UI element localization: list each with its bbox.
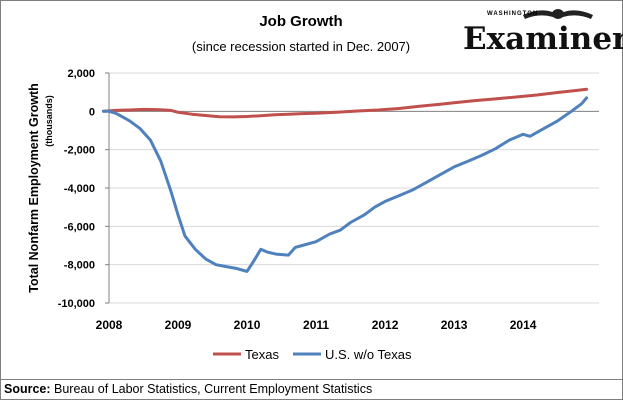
x-tick-label: 2012 [372, 318, 399, 332]
series-line-texas [102, 87, 589, 119]
chart-title: Job Growth [259, 13, 343, 30]
x-tick-label: 2013 [441, 318, 468, 332]
legend-label: U.S. w/o Texas [325, 347, 412, 362]
series-line-us-without-texas [102, 96, 589, 273]
source-bar: Source: Bureau of Labor Statistics, Curr… [1, 379, 622, 400]
eagle-icon [523, 9, 593, 19]
examiner-logo: WASHINGTON Examiner [463, 7, 623, 61]
source-text: Bureau of Labor Statistics, Current Empl… [50, 382, 373, 396]
y-axis-label: Total Nonfarm Employment Growth [27, 83, 41, 293]
legend: Texas U.S. w/o Texas [213, 347, 412, 362]
y-tick-label: -2,000 [64, 145, 95, 157]
y-tick-label: -10,000 [58, 298, 95, 310]
y-axis-sublabel: (thousands) [44, 95, 54, 147]
grid-layer [109, 72, 599, 304]
y-tick-label: -6,000 [64, 221, 95, 233]
x-tick-label: 2011 [303, 318, 329, 332]
y-tick-label: 2,000 [67, 68, 95, 80]
line-chart: 2,0000-2,000-4,000-6,000-8,000-10,000200… [27, 68, 599, 362]
x-tick-label: 2010 [234, 318, 261, 332]
source-label: Source: [4, 382, 51, 396]
logo-main-text: Examiner [463, 21, 623, 57]
x-tick-label: 2008 [96, 318, 123, 332]
series-layer [102, 87, 589, 273]
logo-top-text: WASHINGTON [487, 11, 539, 17]
y-tick-label: -8,000 [64, 260, 95, 272]
y-tick-label: -4,000 [64, 183, 95, 195]
y-tick-label: 0 [89, 106, 95, 118]
x-tick-label: 2014 [510, 318, 537, 332]
chart-subtitle: (since recession started in Dec. 2007) [191, 39, 411, 54]
legend-label: Texas [245, 347, 279, 362]
x-tick-label: 2009 [165, 318, 192, 332]
axis-layer: 2,0000-2,000-4,000-6,000-8,000-10,000200… [58, 68, 599, 332]
